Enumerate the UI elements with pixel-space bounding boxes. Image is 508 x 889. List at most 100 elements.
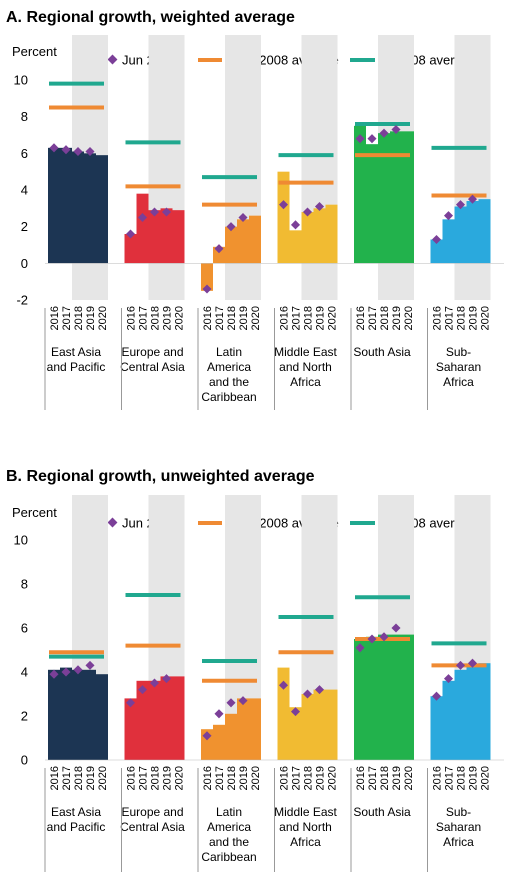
- bar: [442, 219, 455, 264]
- year-tick-label: 2017: [214, 306, 226, 330]
- year-tick-label: 2016: [432, 766, 444, 790]
- bar: [366, 144, 378, 264]
- bar: [325, 689, 338, 760]
- bar: [160, 676, 173, 760]
- region-label: Latin: [216, 345, 242, 359]
- y-tick-label: 0: [21, 753, 28, 768]
- region-label: Latin: [216, 805, 242, 819]
- year-tick-label: 2020: [97, 766, 109, 790]
- y-tick-label: 4: [21, 665, 28, 680]
- legend-jun2017-marker: [107, 517, 118, 528]
- panel-b: B. Regional growth, unweighted average Pe…: [6, 468, 504, 872]
- region-label: Africa: [290, 375, 321, 389]
- y-tick-label: 6: [21, 146, 28, 161]
- bar: [237, 698, 249, 760]
- year-tick-label: 2017: [138, 306, 150, 330]
- jun2017-marker: [125, 229, 136, 239]
- region-label: South Asia: [353, 805, 411, 819]
- region-label: Middle East: [274, 345, 337, 359]
- bar: [136, 680, 149, 760]
- jun2017-marker: [391, 623, 401, 633]
- year-tick-label: 2020: [327, 306, 339, 330]
- year-tick-label: 2017: [367, 306, 379, 330]
- year-tick-label: 2019: [468, 766, 480, 790]
- year-tick-label: 2020: [480, 766, 492, 790]
- y-tick-label: 10: [14, 73, 28, 88]
- jun2017-marker: [278, 680, 289, 690]
- bar: [225, 226, 237, 264]
- region-label: Central Asia: [120, 820, 185, 834]
- jun2017-marker: [431, 691, 442, 701]
- year-tick-label: 2017: [291, 306, 303, 330]
- bar: [72, 151, 84, 264]
- year-tick-label: 2018: [303, 766, 315, 790]
- bar: [289, 230, 302, 264]
- region-label: Saharan: [436, 820, 481, 834]
- bar: [454, 206, 467, 264]
- bar: [378, 133, 390, 264]
- year-tick-label: 2016: [355, 766, 367, 790]
- bar: [466, 201, 479, 264]
- region-label: and Pacific: [47, 360, 106, 374]
- bar: [277, 667, 290, 760]
- year-tick-label: 2019: [391, 306, 403, 330]
- year-tick-label: 2016: [432, 306, 444, 330]
- region-label: and Pacific: [47, 820, 106, 834]
- year-tick-label: 2020: [250, 766, 262, 790]
- bar: [402, 634, 414, 760]
- region-group: 2016 2017 2018 2019 2020 South Asia: [350, 35, 415, 410]
- year-tick-label: 2016: [279, 766, 291, 790]
- y-axis-title: Percent: [12, 505, 57, 520]
- bar: [390, 634, 402, 760]
- y-tick-label: 4: [21, 183, 28, 198]
- year-tick-label: 2018: [226, 766, 238, 790]
- bar: [478, 663, 491, 760]
- year-tick-label: 2017: [291, 766, 303, 790]
- y-tick-label: 0: [21, 256, 28, 271]
- year-tick-label: 2017: [138, 766, 150, 790]
- jun2017-marker: [85, 146, 95, 157]
- year-tick-label: 2019: [468, 306, 480, 330]
- year-tick-label: 2016: [202, 306, 214, 330]
- bar: [225, 713, 237, 760]
- bar: [84, 669, 96, 760]
- year-tick-label: 2020: [250, 306, 262, 330]
- bar: [313, 208, 326, 264]
- jun2017-marker: [367, 134, 377, 144]
- year-tick-label: 2016: [49, 306, 61, 330]
- region-label: and the: [209, 835, 249, 849]
- bar: [378, 634, 390, 760]
- jun2017-marker: [149, 207, 160, 217]
- jun2017-marker: [49, 143, 59, 153]
- bar: [430, 696, 443, 760]
- bar: [148, 680, 161, 760]
- year-tick-label: 2019: [162, 306, 174, 330]
- jun2017-marker: [467, 658, 478, 668]
- year-tick-label: 2018: [456, 306, 468, 330]
- bar: [60, 667, 72, 760]
- region-label: South Asia: [353, 345, 411, 359]
- y-tick-label: 8: [21, 577, 28, 592]
- region-label: East Asia: [51, 345, 101, 359]
- jun2017-marker: [302, 689, 313, 699]
- region-label: Europe and: [121, 345, 183, 359]
- year-tick-label: 2016: [355, 306, 367, 330]
- region-group: 2016 2017 2018 2019 2020 South Asia: [350, 495, 415, 872]
- bar: [301, 694, 314, 760]
- year-tick-label: 2019: [85, 306, 97, 330]
- y-tick-label: 10: [14, 533, 28, 548]
- y-tick-label: 2: [21, 709, 28, 724]
- bar: [84, 153, 96, 264]
- y-tick-label: -2: [16, 293, 28, 308]
- region-label: East Asia: [51, 805, 101, 819]
- year-tick-label: 2016: [279, 306, 291, 330]
- jun2017-marker: [443, 674, 454, 684]
- y-tick-label: 2: [21, 219, 28, 234]
